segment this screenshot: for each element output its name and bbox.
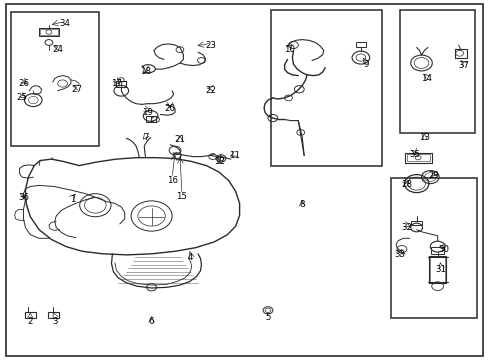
Text: 15: 15 — [176, 192, 187, 201]
Bar — [399, 10, 474, 133]
Text: 23: 23 — [205, 41, 216, 50]
Text: 2: 2 — [27, 317, 33, 325]
Bar — [410, 221, 422, 225]
Text: 9: 9 — [363, 60, 367, 69]
Text: 7: 7 — [142, 133, 148, 142]
Text: 31: 31 — [435, 265, 446, 274]
Text: 27: 27 — [72, 85, 82, 94]
Text: 34: 34 — [59, 19, 70, 28]
Text: 26: 26 — [18, 79, 29, 88]
Text: 4: 4 — [187, 253, 193, 262]
Text: 18: 18 — [140, 67, 151, 76]
Bar — [404, 153, 431, 163]
Text: 12: 12 — [213, 157, 224, 166]
Bar — [271, 10, 382, 166]
Bar — [355, 42, 365, 47]
Bar — [116, 81, 126, 87]
Text: 24: 24 — [52, 45, 63, 54]
Bar — [390, 178, 476, 318]
Bar — [48, 312, 59, 318]
Text: 10: 10 — [284, 45, 294, 54]
Text: 8: 8 — [299, 200, 305, 209]
Text: 21: 21 — [174, 135, 185, 144]
Text: 33: 33 — [394, 251, 405, 259]
Text: 35: 35 — [408, 150, 419, 159]
Text: 25: 25 — [17, 94, 27, 103]
Bar — [39, 28, 59, 36]
Bar — [11, 12, 99, 146]
Text: 6: 6 — [148, 317, 154, 325]
Bar — [406, 154, 429, 161]
Text: 19: 19 — [142, 108, 153, 117]
Text: 1: 1 — [69, 195, 75, 204]
Text: 5: 5 — [264, 313, 270, 322]
Text: 16: 16 — [166, 176, 177, 185]
Text: 20: 20 — [164, 104, 175, 113]
Text: 36: 36 — [18, 193, 29, 202]
Bar — [454, 49, 466, 58]
Text: 14: 14 — [420, 74, 431, 83]
Bar — [40, 29, 58, 35]
Bar — [428, 256, 446, 283]
Text: 3: 3 — [52, 317, 58, 325]
Bar — [429, 257, 445, 282]
Text: 17: 17 — [111, 79, 122, 88]
Text: 13: 13 — [418, 133, 429, 142]
Text: 29: 29 — [428, 171, 439, 180]
Text: 32: 32 — [401, 223, 411, 232]
Text: 37: 37 — [457, 61, 468, 70]
Bar — [25, 312, 36, 318]
Bar — [430, 247, 443, 254]
Text: 28: 28 — [401, 180, 411, 189]
Text: 22: 22 — [205, 86, 216, 95]
Text: 30: 30 — [438, 245, 448, 253]
Text: 11: 11 — [229, 151, 240, 160]
Bar — [145, 116, 155, 122]
